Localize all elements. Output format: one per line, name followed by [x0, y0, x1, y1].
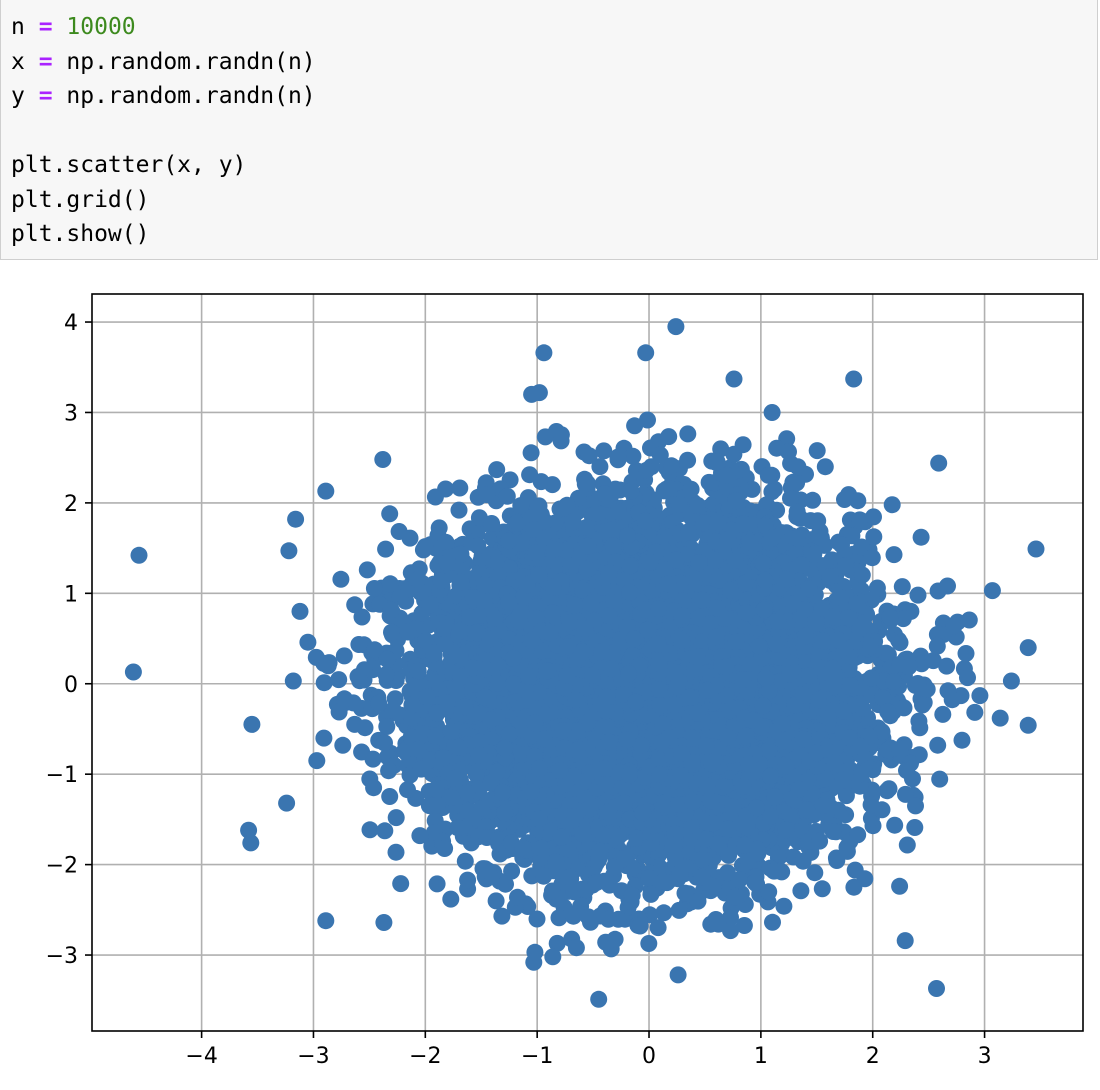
scatter-point — [521, 466, 539, 484]
code-token: np.random.randn(n) — [52, 48, 316, 75]
scatter-point — [387, 843, 405, 861]
scatter-point — [663, 457, 680, 475]
scatter-point — [380, 762, 398, 780]
code-token: = — [38, 48, 53, 75]
scatter-point — [493, 907, 511, 925]
scatter-point — [624, 447, 642, 465]
code-token: = — [38, 14, 53, 40]
scatter-point — [456, 852, 474, 870]
code-token — [53, 14, 67, 40]
scatter-point — [332, 570, 350, 588]
scatter-point — [320, 654, 338, 672]
code-line: n = 10000 — [11, 10, 1097, 45]
scatter-point — [522, 444, 540, 462]
scatter-point — [626, 417, 644, 435]
scatter-point — [929, 736, 947, 754]
scatter-point — [378, 718, 396, 735]
scatter-point — [503, 862, 521, 880]
scatter-point — [939, 682, 957, 700]
code-cell[interactable]: n = 10000 x = np.random.randn(n) y = np.ra… — [0, 0, 1098, 260]
code-token: plt.grid() — [11, 186, 150, 213]
scatter-point — [307, 648, 325, 666]
scatter-point — [782, 489, 799, 507]
code-token: plt.scatter(x, y) — [11, 152, 247, 178]
code-token: n — [11, 14, 39, 40]
scatter-point — [461, 520, 479, 538]
scatter-point — [361, 821, 379, 839]
scatter-point — [792, 882, 810, 900]
scatter-point — [679, 425, 697, 443]
code-line: plt.scatter(x, y) — [11, 148, 1097, 183]
scatter-point — [428, 875, 446, 893]
scatter-point — [451, 479, 469, 497]
scatter-point — [550, 909, 568, 927]
code-token: 10000 — [66, 14, 136, 40]
scatter-point — [353, 608, 371, 626]
scatter-point — [816, 458, 834, 476]
scatter-point — [381, 505, 399, 523]
code-line: plt.grid() — [11, 183, 1097, 218]
scatter-point — [712, 440, 730, 458]
scatter-point — [459, 871, 477, 889]
scatter-point — [863, 549, 881, 567]
scatter-point — [775, 897, 793, 915]
scatter-point — [387, 809, 405, 827]
scatter-point — [580, 447, 598, 465]
scatter-point — [334, 736, 352, 754]
code-token: np.random.randn(n) — [52, 83, 316, 109]
code-line: ​ — [11, 114, 1097, 149]
scatter-point — [365, 779, 383, 797]
code-token: plt.show() — [11, 221, 150, 247]
scatter-point — [450, 501, 468, 519]
scatter-point — [399, 781, 416, 799]
scatter-point — [655, 904, 673, 922]
scatter-point — [335, 647, 353, 665]
scatter-point — [649, 919, 667, 937]
scatter-points — [124, 318, 1045, 1008]
scatter-point — [509, 888, 526, 906]
code-token: x — [11, 48, 39, 75]
scatter-point — [957, 645, 975, 662]
code-line: x = np.random.randn(n) — [11, 45, 1097, 80]
scatter-point — [891, 634, 909, 652]
scatter-point — [873, 723, 891, 741]
scatter-point — [315, 674, 333, 692]
scatter-point — [849, 492, 867, 510]
code-block: n = 10000 x = np.random.randn(n) y = np.ra… — [1, 0, 1097, 252]
scatter-point — [735, 917, 753, 934]
code-token: = — [38, 83, 53, 109]
scatter-point — [853, 538, 871, 556]
code-line: plt.show() — [11, 217, 1097, 252]
code-token: y — [11, 83, 39, 109]
scatter-point — [543, 476, 561, 494]
code-line: y = np.random.randn(n) — [11, 79, 1097, 114]
scatter-point — [679, 451, 697, 469]
scatter-point — [893, 578, 911, 596]
scatter-point — [377, 540, 395, 558]
scatter-point — [931, 770, 949, 788]
